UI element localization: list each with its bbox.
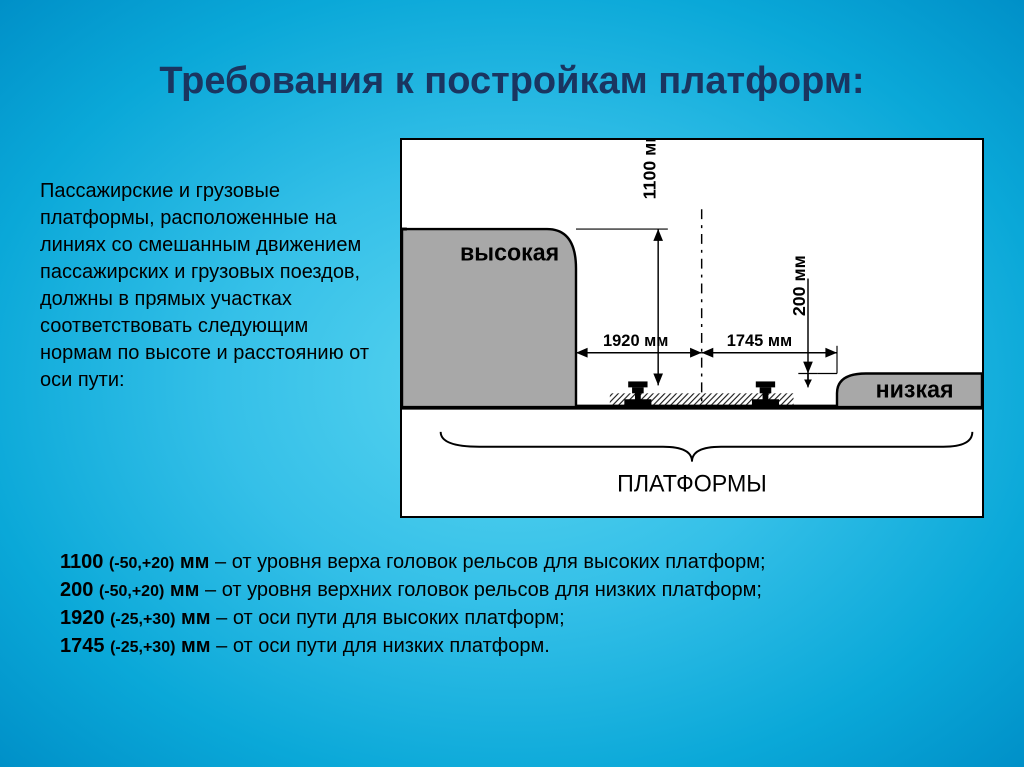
dim-1745: 1745 мм	[702, 331, 837, 374]
spec-list: 1100 (-50,+20) мм – от уровня верха голо…	[40, 548, 984, 660]
spec-line: 1920 (-25,+30) мм – от оси пути для высо…	[60, 604, 984, 632]
svg-text:ПЛАТФОРМЫ: ПЛАТФОРМЫ	[617, 470, 767, 496]
intro-text: Пассажирские и грузовые платформы, распо…	[40, 138, 380, 394]
page-title: Требования к постройкам платформ:	[40, 60, 984, 103]
dim-200: 200 мм	[789, 255, 837, 397]
svg-text:200 мм: 200 мм	[789, 255, 809, 316]
high-platform-label: высокая	[460, 239, 559, 265]
content-row: Пассажирские и грузовые платформы, распо…	[40, 138, 984, 518]
low-platform-label: низкая	[876, 376, 954, 402]
platforms-brace: ПЛАТФОРМЫ	[441, 432, 973, 496]
spec-line: 200 (-50,+20) мм – от уровня верхних гол…	[60, 576, 984, 604]
slide-container: Требования к постройкам платформ: Пассаж…	[0, 0, 1024, 767]
svg-text:1920 мм: 1920 мм	[603, 331, 668, 350]
spec-line: 1100 (-50,+20) мм – от уровня верха голо…	[60, 548, 984, 576]
svg-text:1100 мм: 1100 мм	[639, 140, 659, 199]
platform-diagram: высокая низкая 1100 мм	[400, 138, 984, 518]
dim-1920: 1920 мм	[576, 331, 702, 358]
spec-line: 1745 (-25,+30) мм – от оси пути для низк…	[60, 632, 984, 660]
svg-text:1745 мм: 1745 мм	[727, 331, 792, 350]
